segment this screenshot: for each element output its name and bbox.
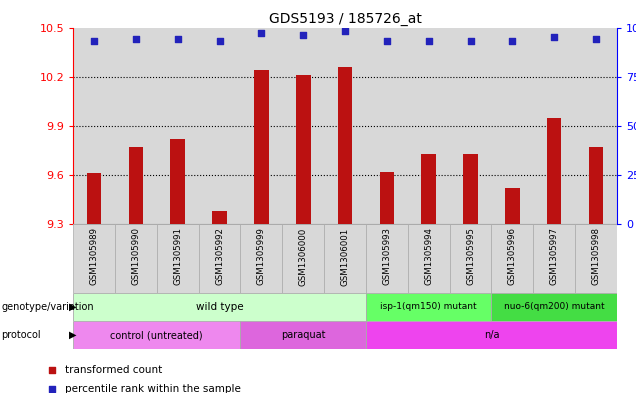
Text: control (untreated): control (untreated): [111, 330, 203, 340]
Bar: [324, 224, 366, 293]
Bar: [86, 173, 101, 224]
Text: GSM1305991: GSM1305991: [173, 228, 182, 285]
Bar: [408, 224, 450, 293]
Point: [268, 95, 279, 101]
Text: ▶: ▶: [69, 302, 76, 312]
Text: GSM1305992: GSM1305992: [215, 228, 224, 285]
Text: nuo-6(qm200) mutant: nuo-6(qm200) mutant: [504, 303, 604, 311]
Bar: [254, 70, 268, 224]
Text: ▶: ▶: [69, 330, 76, 340]
Text: n/a: n/a: [484, 330, 499, 340]
Bar: [492, 293, 617, 321]
Bar: [282, 224, 324, 293]
Bar: [157, 224, 198, 293]
Text: wild type: wild type: [196, 302, 244, 312]
Bar: [128, 147, 143, 224]
Bar: [366, 321, 617, 349]
Bar: [212, 211, 227, 224]
Point: [172, 36, 183, 42]
Point: [466, 38, 476, 44]
Text: GSM1305996: GSM1305996: [508, 228, 517, 285]
Bar: [296, 75, 310, 224]
Point: [268, 266, 279, 273]
Bar: [73, 28, 115, 224]
Point: [256, 30, 266, 37]
Bar: [73, 293, 366, 321]
Bar: [492, 224, 533, 293]
Text: GSM1305994: GSM1305994: [424, 228, 433, 285]
Bar: [450, 28, 492, 224]
Point: [89, 38, 99, 44]
Point: [508, 38, 518, 44]
Text: genotype/variation: genotype/variation: [1, 302, 94, 312]
Text: isp-1(qm150) mutant: isp-1(qm150) mutant: [380, 303, 477, 311]
Text: paraquat: paraquat: [281, 330, 326, 340]
Text: GSM1306001: GSM1306001: [340, 228, 350, 286]
Bar: [422, 154, 436, 224]
Bar: [240, 224, 282, 293]
Bar: [115, 224, 157, 293]
Bar: [73, 224, 115, 293]
Bar: [575, 28, 617, 224]
Bar: [463, 154, 478, 224]
Bar: [408, 28, 450, 224]
Bar: [366, 293, 492, 321]
Bar: [157, 28, 198, 224]
Point: [340, 28, 350, 35]
Bar: [240, 28, 282, 224]
Bar: [533, 224, 575, 293]
Bar: [115, 28, 157, 224]
Bar: [533, 28, 575, 224]
Text: GSM1305997: GSM1305997: [550, 228, 558, 285]
Text: GSM1305989: GSM1305989: [90, 228, 99, 285]
Point: [131, 36, 141, 42]
Text: GSM1305995: GSM1305995: [466, 228, 475, 285]
Point: [382, 38, 392, 44]
Bar: [547, 118, 562, 224]
Bar: [198, 28, 240, 224]
Bar: [198, 224, 240, 293]
Text: protocol: protocol: [1, 330, 41, 340]
Bar: [282, 28, 324, 224]
Bar: [366, 28, 408, 224]
Text: GSM1306000: GSM1306000: [299, 228, 308, 286]
Bar: [240, 321, 366, 349]
Bar: [589, 147, 604, 224]
Title: GDS5193 / 185726_at: GDS5193 / 185726_at: [268, 13, 422, 26]
Text: GSM1305990: GSM1305990: [132, 228, 141, 285]
Bar: [73, 321, 240, 349]
Text: GSM1305993: GSM1305993: [382, 228, 391, 285]
Point: [424, 38, 434, 44]
Bar: [366, 224, 408, 293]
Bar: [324, 28, 366, 224]
Bar: [492, 28, 533, 224]
Bar: [575, 224, 617, 293]
Point: [591, 36, 601, 42]
Text: GSM1305998: GSM1305998: [591, 228, 600, 285]
Bar: [505, 188, 520, 224]
Point: [549, 34, 559, 40]
Bar: [450, 224, 492, 293]
Bar: [338, 67, 352, 224]
Text: GSM1305999: GSM1305999: [257, 228, 266, 285]
Text: transformed count: transformed count: [65, 365, 162, 375]
Point: [214, 38, 225, 44]
Point: [298, 32, 308, 39]
Text: percentile rank within the sample: percentile rank within the sample: [65, 384, 241, 393]
Bar: [380, 172, 394, 224]
Bar: [170, 139, 185, 224]
